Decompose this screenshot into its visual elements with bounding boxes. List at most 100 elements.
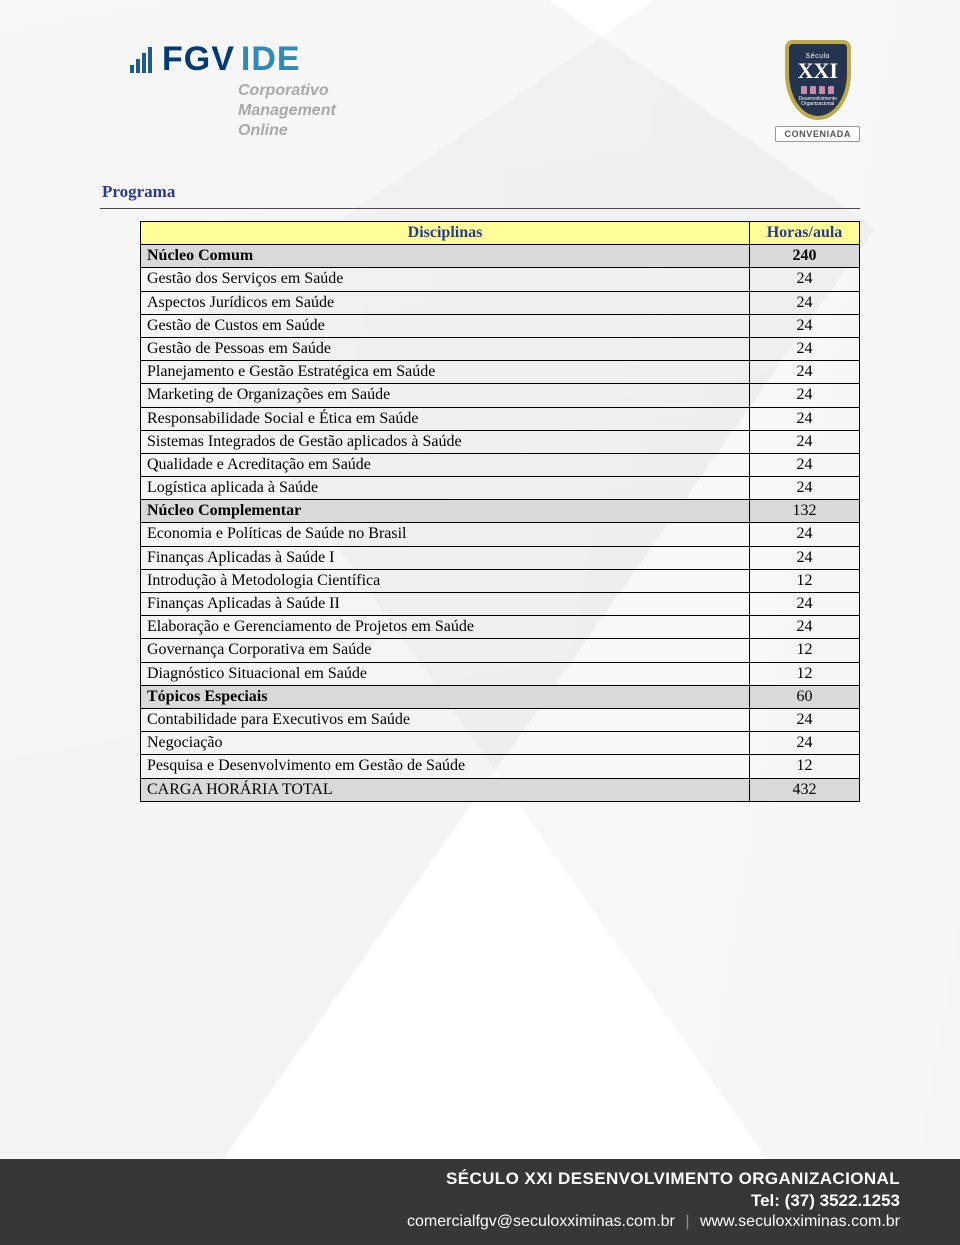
table-row: Pesquisa e Desenvolvimento em Gestão de … [141,755,860,778]
shield-sub-text: DesenvolvimentoOrganizacional [799,97,837,108]
cell-label: Negociação [141,732,750,755]
footer-tel-label: Tel: [751,1191,780,1210]
cell-value: 60 [750,685,860,708]
table-row: Gestão dos Serviços em Saúde24 [141,268,860,291]
cell-label: Núcleo Comum [141,245,750,268]
cell-label: Tópicos Especiais [141,685,750,708]
cell-label: Gestão de Custos em Saúde [141,314,750,337]
section-title: Programa [102,182,860,202]
cell-value: 24 [750,546,860,569]
cell-value: 240 [750,245,860,268]
cell-label: Economia e Políticas de Saúde no Brasil [141,523,750,546]
cell-value: 24 [750,430,860,453]
cell-value: 24 [750,291,860,314]
table-row: Logística aplicada à Saúde24 [141,477,860,500]
logo-seculo-xxi: Século XXI DesenvolvimentoOrganizacional… [775,40,860,142]
table-row: CARGA HORÁRIA TOTAL432 [141,778,860,801]
table-row: Governança Corporativa em Saúde12 [141,639,860,662]
cell-value: 24 [750,616,860,639]
cell-value: 132 [750,500,860,523]
logo-subtitle: Corporativo Management Online [238,81,336,141]
cell-label: Elaboração e Gerenciamento de Projetos e… [141,616,750,639]
cell-value: 24 [750,732,860,755]
cell-label: Gestão dos Serviços em Saúde [141,268,750,291]
logo-row: FGV IDE [130,40,336,79]
footer-tel-number: (37) 3522.1253 [785,1191,900,1210]
cell-label: Sistemas Integrados de Gestão aplicados … [141,430,750,453]
cell-value: 24 [750,407,860,430]
logo-text-ide: IDE [241,40,301,79]
crown-icon [801,86,834,94]
table-row: Planejamento e Gestão Estratégica em Saú… [141,361,860,384]
cell-label: Contabilidade para Executivos em Saúde [141,708,750,731]
footer-email: comercialfgv@seculoxximinas.com.br [407,1213,675,1230]
cell-label: Logística aplicada à Saúde [141,477,750,500]
page-header: FGV IDE Corporativo Management Online Sé… [0,0,960,152]
table-row: Introdução à Metodologia Científica12 [141,569,860,592]
cell-value: 24 [750,453,860,476]
footer-org: SÉCULO XXI DESENVOLVIMENTO ORGANIZACIONA… [60,1169,900,1189]
table-row: Qualidade e Acreditação em Saúde24 [141,453,860,476]
table-header-row: Disciplinas Horas/aula [141,222,860,245]
cell-label: Aspectos Jurídicos em Saúde [141,291,750,314]
footer-separator: | [679,1213,695,1230]
table-row: Responsabilidade Social e Ética em Saúde… [141,407,860,430]
table-row: Gestão de Pessoas em Saúde24 [141,337,860,360]
logo-sub-1: Corporativo [238,81,336,101]
table-row: Finanças Aplicadas à Saúde II24 [141,593,860,616]
cell-label: Governança Corporativa em Saúde [141,639,750,662]
cell-value: 24 [750,337,860,360]
cell-value: 24 [750,593,860,616]
shield-icon: Século XXI DesenvolvimentoOrganizacional [785,40,851,120]
logo-sub-3: Online [238,121,336,141]
cell-label: Planejamento e Gestão Estratégica em Saú… [141,361,750,384]
programa-table: Disciplinas Horas/aula Núcleo Comum240Ge… [140,221,860,802]
table-row: Economia e Políticas de Saúde no Brasil2… [141,523,860,546]
footer-tel: Tel: (37) 3522.1253 [60,1191,900,1211]
cell-value: 24 [750,523,860,546]
cell-value: 24 [750,268,860,291]
col-header-disciplinas: Disciplinas [141,222,750,245]
table-row: Sistemas Integrados de Gestão aplicados … [141,430,860,453]
table-row: Aspectos Jurídicos em Saúde24 [141,291,860,314]
table-row: Marketing de Organizações em Saúde24 [141,384,860,407]
cell-label: Finanças Aplicadas à Saúde II [141,593,750,616]
cell-label: Pesquisa e Desenvolvimento em Gestão de … [141,755,750,778]
table-row: Gestão de Custos em Saúde24 [141,314,860,337]
conveniada-badge: CONVENIADA [775,126,860,142]
shield-main-text: XXI [798,60,838,82]
fgv-mark-icon [130,47,152,73]
logo-sub-2: Management [238,101,336,121]
cell-value: 12 [750,755,860,778]
col-header-horas: Horas/aula [750,222,860,245]
cell-label: Marketing de Organizações em Saúde [141,384,750,407]
table-row: Negociação24 [141,732,860,755]
cell-value: 24 [750,314,860,337]
table-row: Contabilidade para Executivos em Saúde24 [141,708,860,731]
table-row: Finanças Aplicadas à Saúde I24 [141,546,860,569]
logo-text-fgv: FGV [162,40,235,79]
table-row: Núcleo Comum240 [141,245,860,268]
section-rule [100,208,860,209]
cell-value: 24 [750,384,860,407]
cell-value: 12 [750,662,860,685]
cell-value: 12 [750,569,860,592]
footer-contact: comercialfgv@seculoxximinas.com.br | www… [60,1213,900,1231]
table-row: Elaboração e Gerenciamento de Projetos e… [141,616,860,639]
cell-label: CARGA HORÁRIA TOTAL [141,778,750,801]
cell-value: 432 [750,778,860,801]
table-row: Núcleo Complementar132 [141,500,860,523]
logo-fgv-ide: FGV IDE Corporativo Management Online [130,40,336,141]
table-row: Diagnóstico Situacional em Saúde12 [141,662,860,685]
cell-label: Núcleo Complementar [141,500,750,523]
cell-value: 24 [750,708,860,731]
page-footer: SÉCULO XXI DESENVOLVIMENTO ORGANIZACIONA… [0,1159,960,1245]
cell-value: 24 [750,361,860,384]
cell-label: Gestão de Pessoas em Saúde [141,337,750,360]
cell-label: Diagnóstico Situacional em Saúde [141,662,750,685]
cell-value: 24 [750,477,860,500]
footer-site: www.seculoxximinas.com.br [700,1213,900,1230]
cell-label: Introdução à Metodologia Científica [141,569,750,592]
cell-label: Responsabilidade Social e Ética em Saúde [141,407,750,430]
cell-label: Qualidade e Acreditação em Saúde [141,453,750,476]
